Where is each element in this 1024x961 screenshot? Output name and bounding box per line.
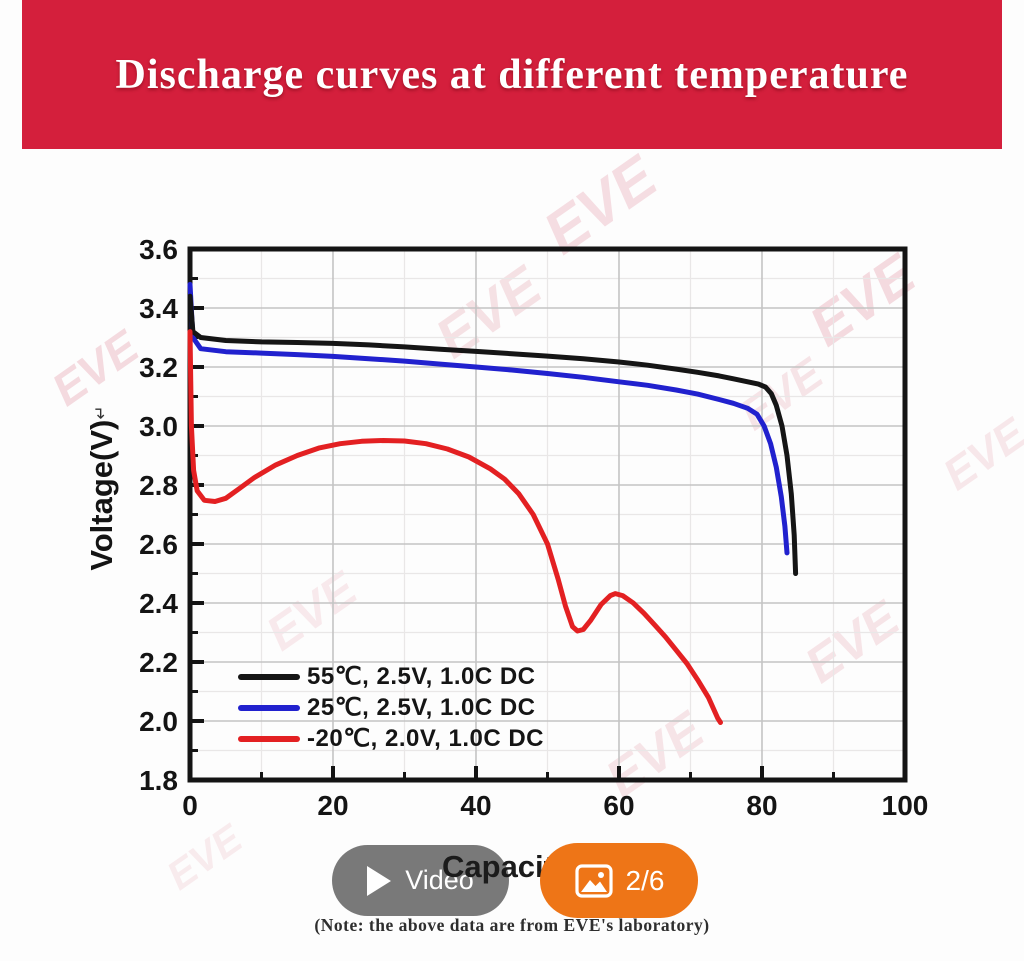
play-icon <box>367 865 392 896</box>
eve-watermark: EVE <box>531 143 669 267</box>
y-axis-title-text: Voltage(V) <box>84 419 119 571</box>
legend-label: -20℃, 2.0V, 1.0C DC <box>307 725 545 752</box>
page-title: Discharge curves at different temperatur… <box>115 51 909 98</box>
tick-label: 80 <box>746 790 777 821</box>
tick-label: 100 <box>882 790 929 821</box>
return-mark: ↵ <box>91 405 110 420</box>
legend-item-1: 25℃, 2.5V, 1.0C DC <box>238 692 544 723</box>
legend-swatch <box>238 735 300 742</box>
tick-label: 3.4 <box>139 293 178 324</box>
tick-label: 1.8 <box>139 765 178 796</box>
eve-watermark: EVE <box>798 242 926 358</box>
legend-item-2: -20℃, 2.0V, 1.0C DC <box>238 723 544 754</box>
image-counter-label: 2/6 <box>625 864 665 896</box>
tick-label: 2.8 <box>139 470 178 501</box>
legend-label: 25℃, 2.5V, 1.0C DC <box>307 694 536 721</box>
chart-legend: 55℃, 2.5V, 1.0C DC 25℃, 2.5V, 1.0C DC -20℃… <box>238 661 544 754</box>
y-axis-title: Voltage(V)↵ <box>84 405 120 570</box>
tick-label: 0 <box>182 790 198 821</box>
tick-label: 2.4 <box>139 588 178 619</box>
tick-label: 3.6 <box>139 234 178 265</box>
video-button[interactable]: Video <box>332 845 509 916</box>
tick-label: 3.0 <box>139 411 178 442</box>
legend-swatch <box>238 673 300 680</box>
eve-watermark: EVE <box>159 816 251 899</box>
picture-icon <box>574 863 613 898</box>
tick-label: 20 <box>317 790 348 821</box>
series-0 <box>187 293 799 576</box>
eve-watermark: EVE <box>595 701 715 809</box>
tick-label: 60 <box>603 790 634 821</box>
tick-label: 2.0 <box>139 706 178 737</box>
note-text: (Note: the above data are from EVE's lab… <box>314 915 710 935</box>
tick-label: 2.6 <box>139 529 178 560</box>
eve-watermark: EVE <box>731 349 832 440</box>
banner: Discharge curves at different temperatur… <box>22 0 1002 149</box>
image-counter-badge[interactable]: 2/6 <box>540 843 698 918</box>
eve-watermark: EVE <box>257 562 367 662</box>
eve-watermark: EVE <box>42 320 148 416</box>
tick-label: 40 <box>460 790 491 821</box>
tick-label: 3.2 <box>139 352 178 383</box>
video-button-label: Video <box>405 865 474 895</box>
eve-watermark: EVE <box>934 409 1024 500</box>
eve-watermark: EVE <box>424 254 552 370</box>
legend-swatch <box>238 704 300 711</box>
series-1 <box>187 281 790 556</box>
legend-item-0: 55℃, 2.5V, 1.0C DC <box>238 661 544 692</box>
eve-watermark: EVE <box>794 590 910 694</box>
tick-label: 2.2 <box>139 647 178 678</box>
legend-label: 55℃, 2.5V, 1.0C DC <box>307 663 536 690</box>
